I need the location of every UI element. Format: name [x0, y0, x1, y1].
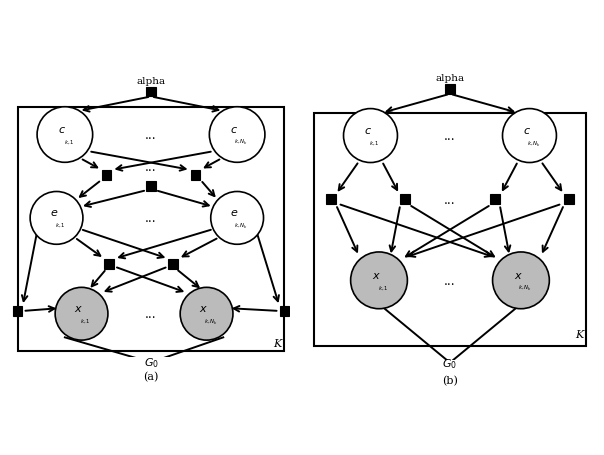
Bar	[191, 171, 201, 180]
Bar	[104, 259, 114, 269]
Text: $x$: $x$	[199, 303, 208, 313]
Text: $x$: $x$	[74, 303, 83, 313]
Circle shape	[55, 288, 108, 340]
Text: alpha: alpha	[137, 77, 165, 86]
Circle shape	[37, 107, 92, 163]
Bar	[146, 87, 156, 97]
Text: ...: ...	[145, 129, 157, 142]
Circle shape	[493, 253, 550, 309]
Text: $c$: $c$	[230, 125, 239, 135]
Circle shape	[503, 109, 556, 163]
Bar	[101, 171, 111, 180]
Text: (b): (b)	[442, 375, 458, 385]
Text: $x$: $x$	[513, 270, 522, 280]
Bar	[13, 306, 22, 316]
Text: K: K	[575, 329, 583, 339]
Text: $_{k,N_k}$: $_{k,N_k}$	[234, 220, 248, 230]
Text: alpha: alpha	[435, 74, 464, 83]
Text: ...: ...	[145, 212, 157, 225]
Bar	[313, 114, 586, 346]
Text: ...: ...	[145, 308, 157, 320]
Circle shape	[350, 253, 407, 309]
Text: $x$: $x$	[371, 270, 381, 280]
Text: $_{k,N_k}$: $_{k,N_k}$	[527, 138, 541, 148]
Bar	[280, 306, 289, 316]
Text: $c$: $c$	[58, 125, 66, 135]
Text: $_{k,1}$: $_{k,1}$	[370, 139, 380, 148]
Text: $c$: $c$	[364, 126, 371, 136]
Circle shape	[210, 107, 265, 163]
Text: $e$: $e$	[230, 208, 239, 218]
Text: $_{k,N_k}$: $_{k,N_k}$	[234, 137, 248, 147]
Text: $G_0$: $G_0$	[144, 356, 158, 369]
Text: (a): (a)	[143, 371, 159, 382]
Bar	[169, 259, 178, 269]
Text: $G_0$: $G_0$	[443, 356, 457, 370]
Text: $_{k,1}$: $_{k,1}$	[80, 317, 91, 325]
Bar	[490, 195, 500, 205]
Text: ...: ...	[145, 161, 157, 174]
Text: $_{k,1}$: $_{k,1}$	[56, 221, 66, 230]
Text: $_{k,N_k}$: $_{k,N_k}$	[518, 283, 532, 293]
Text: $_{k,1}$: $_{k,1}$	[63, 138, 74, 147]
Text: ...: ...	[444, 193, 456, 207]
Circle shape	[344, 109, 397, 163]
Circle shape	[180, 288, 233, 340]
Bar	[445, 85, 455, 95]
Text: K: K	[274, 338, 281, 348]
Bar	[326, 195, 336, 205]
Bar	[146, 182, 156, 192]
Circle shape	[211, 192, 263, 245]
Text: ...: ...	[444, 130, 456, 143]
Text: $_{k,N_k}$: $_{k,N_k}$	[204, 316, 218, 326]
Bar	[400, 195, 410, 205]
Bar	[564, 195, 574, 205]
Bar	[18, 107, 284, 351]
Circle shape	[30, 192, 83, 245]
Text: $c$: $c$	[522, 126, 530, 136]
Text: ...: ...	[444, 274, 456, 287]
Text: $e$: $e$	[50, 208, 58, 218]
Text: $_{k,1}$: $_{k,1}$	[378, 283, 388, 292]
